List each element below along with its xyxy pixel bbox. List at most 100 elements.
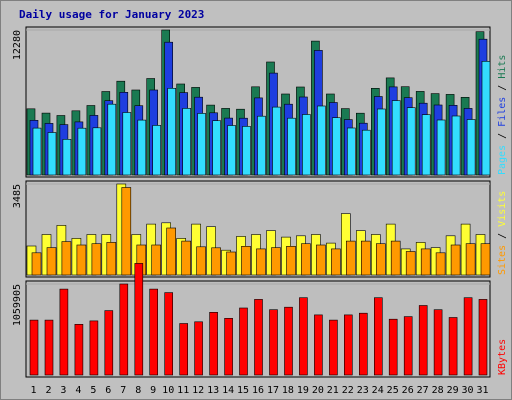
bar-kbytes-day-24	[373, 297, 383, 376]
bar-sites-day-4	[76, 244, 87, 276]
bar-sites-day-11	[181, 240, 191, 276]
bar-sites-day-10	[166, 227, 176, 276]
bar-pages-day-13	[212, 120, 221, 176]
bar-kbytes-day-1	[29, 319, 39, 376]
bar-pages-day-24	[376, 108, 386, 176]
panel-hits: 12280 Pages / Files / Hits	[12, 26, 508, 178]
x-tick-day-26: 26	[402, 385, 414, 396]
bar-pages-day-12	[197, 113, 206, 176]
bar-sites-day-24	[375, 243, 386, 276]
bar-pages-day-5	[92, 127, 102, 176]
bar-sites-day-20	[316, 244, 326, 276]
bar-pages-day-11	[182, 108, 191, 176]
bar-kbytes-day-8	[134, 263, 144, 376]
bar-sites-day-25	[390, 240, 401, 276]
bar-pages-day-17	[272, 106, 281, 176]
bar-sites-day-2	[46, 247, 57, 276]
x-tick-day-2: 2	[45, 385, 51, 396]
bar-kbytes-day-29	[448, 317, 458, 376]
panel-visits-max-label: 3485	[12, 184, 23, 208]
chart-panels: 12280 Pages / Files / Hits 3485 Sites / Vis…	[12, 26, 508, 378]
bar-sites-day-31	[480, 243, 491, 276]
x-tick-day-20: 20	[312, 385, 324, 396]
bar-pages-day-10	[167, 88, 176, 176]
x-tick-day-12: 12	[192, 385, 204, 396]
bar-sites-day-30	[465, 243, 476, 276]
bar-kbytes-day-14	[224, 317, 233, 376]
x-tick-day-30: 30	[461, 385, 473, 396]
bar-pages-day-8	[137, 119, 147, 176]
bar-sites-day-14	[226, 251, 236, 276]
bar-sites-day-17	[271, 247, 281, 276]
x-tick-day-21: 21	[327, 385, 339, 396]
bar-pages-day-16	[257, 115, 266, 176]
bar-sites-day-22	[345, 240, 356, 276]
bar-kbytes-day-11	[179, 323, 188, 376]
x-tick-day-16: 16	[252, 385, 264, 396]
x-tick-day-19: 19	[297, 385, 309, 396]
bar-pages-day-7	[122, 112, 132, 176]
bar-pages-day-28	[436, 119, 446, 176]
bar-sites-day-29	[450, 244, 461, 276]
bar-kbytes-day-4	[74, 323, 84, 376]
panel-hits-legend: Pages / Files / Hits	[497, 55, 508, 175]
bar-sites-day-1	[31, 252, 42, 276]
x-tick-day-9: 9	[150, 385, 156, 396]
bar-sites-day-26	[405, 251, 416, 276]
x-axis-day-labels: 1 2 3 4 5 6 7 8 9 10 11 12 13 14 15 16 17 18 19 20 21 22 23 24 2…	[30, 385, 488, 396]
bar-pages-day-19	[302, 114, 311, 176]
bar-sites-day-9	[151, 244, 161, 276]
bar-sites-day-18	[286, 246, 296, 276]
bar-kbytes-day-2	[44, 319, 54, 376]
bar-kbytes-day-25	[388, 318, 398, 376]
x-tick-day-27: 27	[417, 385, 429, 396]
bar-sites-day-3	[61, 241, 72, 276]
bar-sites-day-7	[121, 187, 132, 276]
legend-hits: Hits	[497, 55, 508, 79]
bar-pages-day-25	[391, 100, 401, 176]
legend-kbytes: KBytes	[497, 339, 508, 375]
bar-kbytes-day-28	[433, 309, 443, 376]
bar-sites-day-6	[106, 242, 117, 276]
bar-kbytes-day-10	[164, 292, 173, 376]
bar-kbytes-day-31	[478, 299, 488, 376]
x-tick-day-29: 29	[447, 385, 459, 396]
x-tick-day-3: 3	[60, 385, 66, 396]
bar-pages-day-30	[466, 119, 476, 176]
bar-sites-day-5	[91, 243, 102, 276]
legend-pages: Pages	[497, 145, 508, 175]
x-tick-day-17: 17	[267, 385, 279, 396]
bar-pages-day-2	[47, 132, 57, 176]
bar-pages-day-29	[451, 115, 461, 176]
bar-pages-day-26	[406, 107, 416, 176]
x-tick-day-15: 15	[237, 385, 249, 396]
bar-pages-day-15	[242, 126, 251, 176]
legend-sites: Sites	[497, 245, 508, 275]
x-tick-day-4: 4	[75, 385, 81, 396]
x-tick-day-1: 1	[30, 385, 36, 396]
panel-visits-legend: Sites / Visits	[497, 191, 508, 275]
bar-kbytes-day-15	[239, 307, 248, 376]
x-tick-day-6: 6	[105, 385, 111, 396]
bar-kbytes-day-30	[463, 297, 473, 376]
bar-sites-day-28	[435, 252, 446, 276]
bar-sites-day-27	[420, 248, 431, 276]
bar-kbytes-day-20	[314, 314, 323, 376]
bar-pages-day-22	[346, 127, 356, 176]
bar-pages-day-20	[317, 105, 326, 176]
legend-files: Files	[497, 97, 508, 127]
bar-sites-day-13	[211, 247, 221, 276]
x-tick-day-5: 5	[90, 385, 96, 396]
bar-pages-day-23	[361, 129, 371, 176]
bar-pages-day-14	[227, 125, 236, 176]
panel-hits-max-label: 12280	[12, 30, 23, 60]
panel-kbytes: 1059905 KBytes	[12, 263, 508, 378]
bar-pages-day-9	[152, 125, 161, 176]
bar-kbytes-day-9	[149, 288, 158, 376]
bar-kbytes-day-27	[418, 305, 428, 376]
bar-kbytes-day-6	[104, 310, 114, 376]
bar-kbytes-day-23	[358, 312, 368, 376]
x-tick-day-31: 31	[476, 385, 488, 396]
